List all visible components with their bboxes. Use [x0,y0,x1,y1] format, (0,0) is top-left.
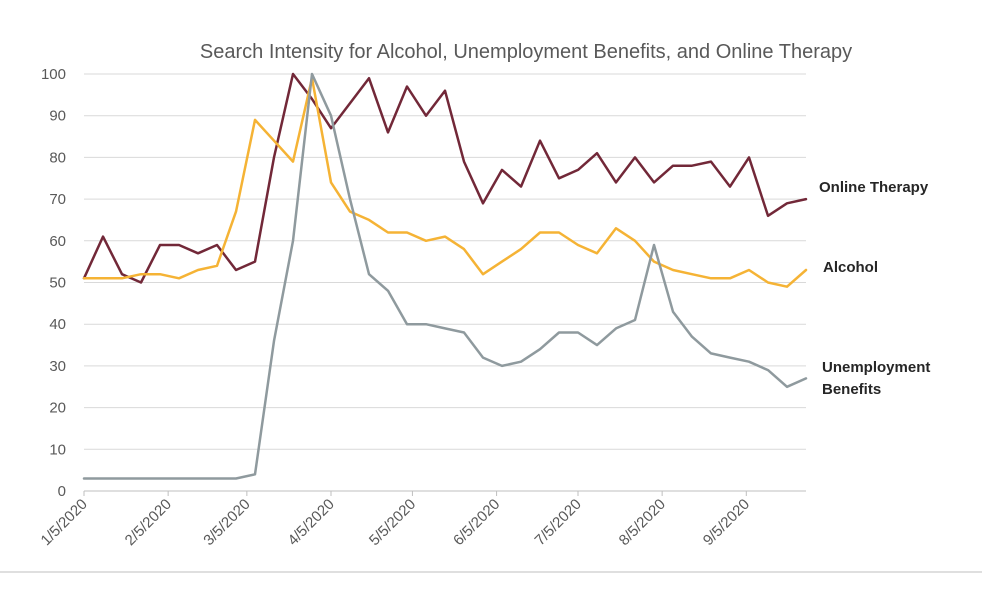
x-tick-label: 5/5/2020 [366,496,419,549]
y-tick-label: 10 [49,441,66,458]
series-label: Alcohol [823,259,878,276]
y-tick-label: 40 [49,316,66,333]
x-axis-ticks: 1/5/2020 2/5/2020 3/5/2020 4/5/2020 5/5/2020… [38,491,753,549]
series-label: Benefits [822,381,881,398]
y-tick-label: 30 [49,358,66,375]
x-tick-label: 7/5/2020 [532,496,585,549]
y-tick-label: 50 [49,275,66,292]
y-tick-label: 0 [58,483,66,500]
x-tick-label: 2/5/2020 [122,496,175,549]
y-tick-label: 100 [41,66,66,83]
y-tick-label: 20 [49,400,66,417]
gridlines [84,73,806,492]
y-tick-label: 70 [49,191,66,208]
y-tick-label: 80 [49,149,66,166]
x-tick-label: 4/5/2020 [285,496,338,549]
y-tick-label: 90 [49,108,66,125]
x-tick-label: 9/5/2020 [700,496,753,549]
series-label: Online Therapy [819,179,929,196]
x-tick-label: 3/5/2020 [200,496,253,549]
series-line-unemployment-benefits [82,72,808,480]
series-label: Unemployment [822,359,930,376]
series-line-alcohol [82,76,808,288]
series-line-online-therapy [82,72,808,284]
x-tick-label: 8/5/2020 [616,496,669,549]
chart-title: Search Intensity for Alcohol, Unemployme… [200,41,852,63]
series-labels: Online Therapy Alcohol Unemployment Benefit… [819,179,930,398]
x-tick-label: 6/5/2020 [450,496,503,549]
x-tick-label: 1/5/2020 [38,496,91,549]
y-tick-label: 60 [49,233,66,250]
y-axis-ticks: 0 10 20 30 40 50 60 70 80 90 100 [41,66,66,500]
series-lines [82,72,808,480]
